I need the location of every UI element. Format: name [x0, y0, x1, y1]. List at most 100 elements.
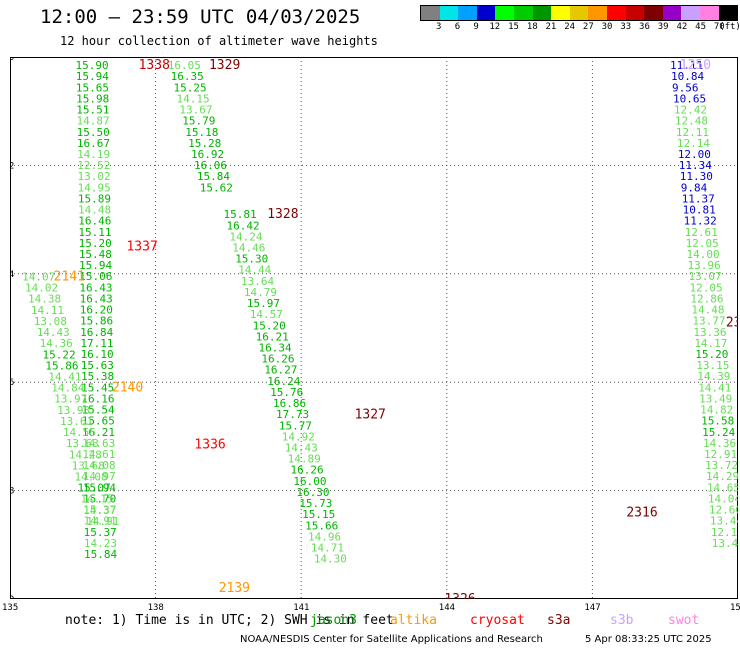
wave-height-value: 14.11 — [31, 304, 64, 317]
color-scale-label: 45 — [695, 22, 706, 32]
wave-height-value: 16.46 — [78, 215, 111, 228]
wave-height-value: 15.90 — [76, 59, 109, 72]
wave-height-value: 16.00 — [293, 475, 326, 488]
wave-height-value: 9.84 — [681, 181, 708, 194]
wave-height-value: 15.62 — [200, 181, 233, 194]
wave-height-value: 14.28 — [69, 448, 102, 461]
wave-height-value: 10.84 — [671, 70, 704, 83]
wave-height-value: 12.48 — [675, 115, 708, 128]
wave-height-value: 12.14 — [677, 137, 710, 150]
wave-height-value: 13.63 — [66, 437, 99, 450]
wave-height-value: 16.35 — [171, 70, 204, 83]
wave-height-value: 15.79 — [182, 115, 215, 128]
wave-height-value: 13.64 — [241, 275, 274, 288]
generated-timestamp: 5 Apr 08:33:25 UTC 2025 — [585, 634, 712, 645]
wave-height-value: 16.20 — [80, 304, 113, 317]
wave-height-value: 14.36 — [703, 437, 736, 450]
color-swatch-9 — [588, 6, 607, 20]
wave-height-value: 14.17 — [694, 337, 727, 350]
wave-height-value: 15.11 — [78, 226, 111, 239]
wave-height-value: 10.65 — [673, 92, 706, 105]
wave-height-value: 16.24 — [267, 375, 300, 388]
pass-number-label: 2316 — [626, 505, 657, 520]
wave-height-value: 14.55 — [63, 426, 96, 439]
wave-height-value: 15.98 — [76, 92, 109, 105]
wave-height-value: 15.24 — [702, 426, 735, 439]
wave-height-value: 17.11 — [80, 337, 113, 350]
pass-number-label: 1329 — [209, 58, 240, 73]
wave-height-value: 13.93 — [57, 404, 90, 417]
wave-height-value: 15.58 — [701, 415, 734, 428]
wave-height-value: 14.46 — [232, 242, 265, 255]
lon-tick-label: 135 — [2, 603, 19, 613]
wave-height-value: 16.21 — [256, 330, 289, 343]
wave-height-value: 14.43 — [285, 442, 318, 455]
wave-height-value: 15.54 — [82, 404, 115, 417]
wave-height-value: 15.89 — [78, 192, 111, 205]
color-scale-label: 39 — [657, 22, 669, 32]
wave-height-value: 9.56 — [672, 81, 699, 94]
wave-height-value: 15.28 — [188, 137, 221, 150]
wave-height-value: 15.66 — [305, 519, 338, 532]
wave-height-value: 15.65 — [76, 81, 109, 94]
wave-height-value: 14.96 — [308, 530, 341, 543]
color-scale-label: 36 — [639, 22, 650, 32]
wave-height-value: 14.63 — [82, 437, 115, 450]
wave-height-value: 14.95 — [78, 181, 111, 194]
color-swatch-4 — [495, 6, 514, 20]
wave-height-value: 11.32 — [684, 215, 717, 228]
wave-height-value: 12.91 — [704, 448, 737, 461]
wave-height-value: 14.48 — [78, 204, 111, 217]
pass-number-label: 1336 — [194, 438, 225, 453]
wave-height-value: 14.65 — [707, 481, 738, 494]
wave-height-value: 13.07 — [688, 270, 721, 283]
wave-height-value: 14.07 — [22, 271, 55, 284]
color-swatch-8 — [569, 6, 589, 20]
wave-height-value: 15.94 — [79, 259, 112, 272]
wave-height-value: 15.63 — [81, 359, 114, 372]
wave-height-value: 11.37 — [682, 192, 715, 205]
wave-height-value: 11.11 — [670, 59, 703, 72]
wave-height-value: 15.37 — [84, 526, 117, 539]
wave-height-value: 13.97 — [54, 393, 87, 406]
color-swatch-7 — [551, 6, 570, 20]
wave-height-value: 13.02 — [77, 170, 110, 183]
wave-height-value: 16.43 — [80, 292, 113, 305]
pass-number-label: 2141 — [54, 270, 85, 285]
wave-height-value: 15.45 — [81, 381, 114, 394]
wave-height-value: 15.86 — [80, 315, 113, 328]
footnote: note: 1) Time is in UTC; 2) SWH is in fe… — [65, 613, 394, 628]
wave-height-value: 15.07 — [77, 482, 110, 495]
wave-height-value: 15.15 — [302, 508, 335, 521]
color-scale-label: 6 — [454, 22, 461, 32]
wave-height-value: 15.84 — [84, 548, 117, 561]
wave-height-value: 13.67 — [179, 104, 212, 117]
wave-height-value: 14.15 — [80, 493, 113, 506]
wave-height-value: 15.37 — [83, 504, 116, 517]
lon-tick-label: 144 — [438, 603, 456, 613]
wave-height-value: 13.68 — [72, 459, 105, 472]
wave-height-value: 14.19 — [77, 148, 110, 161]
pass-number-label: 1327 — [355, 408, 386, 423]
lon-tick-label: 138 — [147, 603, 164, 613]
wave-height-value: 14.23 — [84, 537, 117, 550]
color-scale-label: 3 — [435, 22, 442, 32]
color-scale-label: 30 — [601, 22, 613, 32]
color-scale-label: 12 — [489, 22, 501, 32]
pass-number-label: 1250 — [680, 58, 711, 73]
wave-height-value: 13.15 — [696, 359, 729, 372]
color-scale-label: 15 — [508, 22, 519, 32]
color-scale-label: 27 — [582, 22, 594, 32]
wave-height-value: 14.24 — [229, 230, 262, 243]
wave-height-value: 15.30 — [235, 253, 268, 266]
pass-number-label: 1328 — [267, 207, 298, 222]
wave-height-value: 15.06 — [79, 270, 112, 283]
pass-number-label: 1337 — [126, 240, 157, 255]
wave-height-value: 15.94 — [76, 70, 109, 83]
wave-height-value: 13.36 — [693, 326, 726, 339]
wave-height-value: 16.42 — [226, 219, 259, 232]
color-swatch-1 — [439, 6, 459, 20]
wave-height-value: 13.08 — [34, 315, 67, 328]
wave-height-value: 12.11 — [676, 126, 709, 139]
lon-tick-label: 147 — [584, 603, 601, 613]
